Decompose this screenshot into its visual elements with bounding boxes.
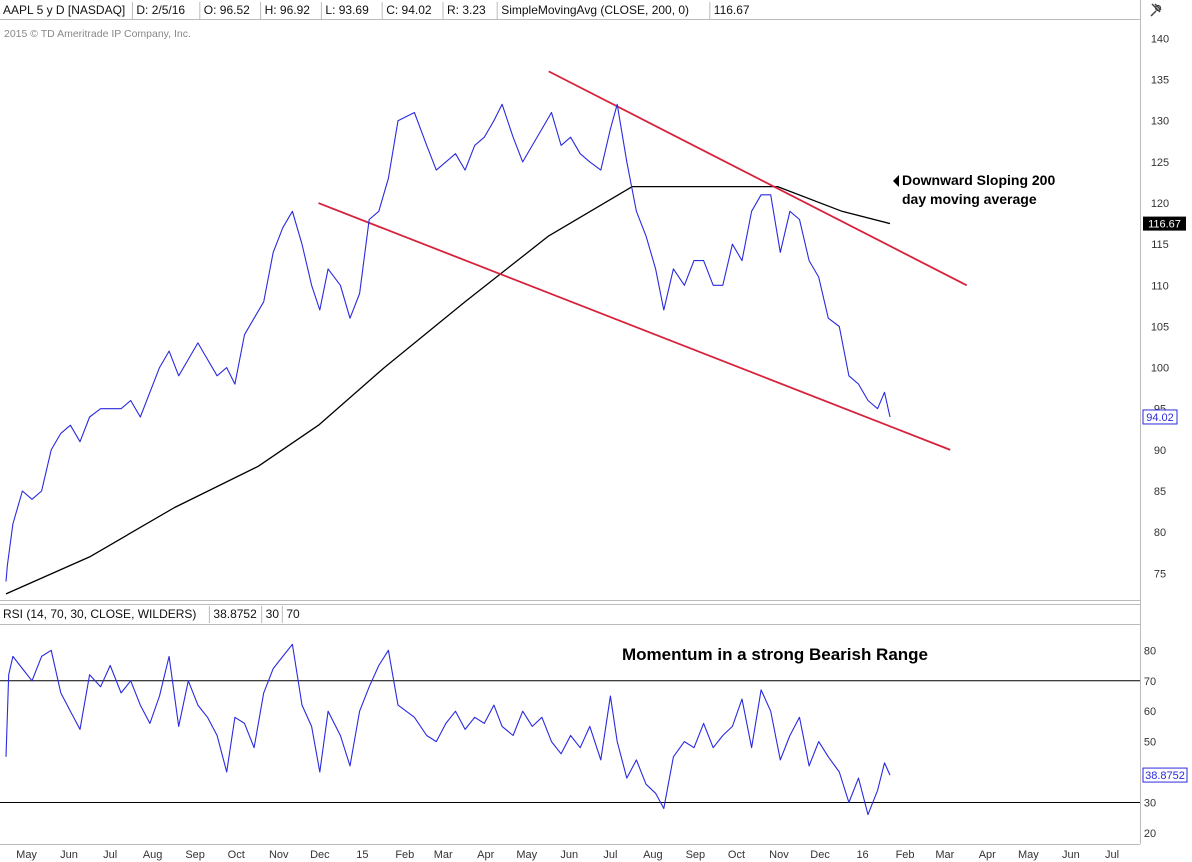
x-tick-label: Oct	[728, 849, 745, 861]
annotation-sma-line2: day moving average	[902, 191, 1037, 207]
x-tick-label: May	[1018, 849, 1039, 861]
header-cell: C: 94.02	[386, 3, 432, 17]
x-tick-label: Jun	[560, 849, 578, 861]
rsi-tick-label: 80	[1144, 645, 1156, 657]
price-tick-label: 130	[1151, 116, 1169, 128]
header-cell: 116.67	[714, 3, 750, 17]
header-cell: R: 3.23	[447, 3, 486, 17]
price-value-label: 94.02	[1146, 412, 1174, 424]
x-tick-label: 16	[856, 849, 868, 861]
rsi-tick-label: 30	[1144, 797, 1156, 809]
x-tick-label: May	[516, 849, 537, 861]
price-line	[5, 103, 891, 582]
header-cell: H: 96.92	[265, 3, 311, 17]
price-tick-label: 80	[1154, 527, 1166, 539]
chart-header: AAPL 5 y D [NASDAQ] D: 2/5/16 O: 96.52 H: 9…	[3, 2, 750, 19]
x-tick-label: Apr	[979, 849, 996, 861]
x-tick-label: Jun	[1062, 849, 1080, 861]
price-tick-label: 90	[1154, 445, 1166, 457]
price-tick-label: 115	[1151, 239, 1169, 251]
x-tick-label: Nov	[269, 849, 289, 861]
rsi-header-cell: RSI (14, 70, 30, CLOSE, WILDERS)	[3, 607, 196, 621]
price-tick-label: 100	[1151, 363, 1169, 375]
header-cell: D: 2/5/16	[136, 3, 185, 17]
annotations: 116.67 94.02 38.8752 Downward Sloping 200 da…	[622, 172, 1188, 783]
x-axis: May Jun Jul Aug Sep Oct Nov Dec 15 Feb Mar Apr May Ju…	[16, 849, 1119, 861]
x-tick-label: Dec	[310, 849, 330, 861]
rsi-line	[5, 643, 891, 816]
price-tick-label: 135	[1151, 75, 1169, 87]
rsi-tick-label: 60	[1144, 706, 1156, 718]
pin-icon[interactable]	[1150, 3, 1162, 17]
rsi-header: RSI (14, 70, 30, CLOSE, WILDERS) 38.8752 3…	[3, 606, 300, 623]
series-layer	[5, 70, 968, 816]
price-y-axis: 7580859095100105110115120125130135140	[1151, 33, 1169, 580]
rsi-header-cell: 30	[266, 607, 280, 621]
x-tick-label: Feb	[896, 849, 915, 861]
header-cell: AAPL 5 y D [NASDAQ]	[3, 3, 125, 17]
x-tick-label: Jul	[103, 849, 117, 861]
price-tick-label: 125	[1151, 157, 1169, 169]
price-tick-label: 85	[1154, 486, 1166, 498]
annotation-arrow-icon	[893, 175, 899, 187]
x-tick-label: Sep	[185, 849, 205, 861]
x-tick-label: Mar	[434, 849, 453, 861]
x-tick-label: Aug	[143, 849, 163, 861]
trend-line	[318, 202, 951, 451]
price-tick-label: 140	[1151, 33, 1169, 45]
x-tick-label: Dec	[810, 849, 830, 861]
sma-value-tag	[1143, 216, 1186, 231]
trend-line	[548, 70, 968, 287]
x-tick-label: Sep	[686, 849, 706, 861]
x-tick-label: Nov	[769, 849, 789, 861]
x-tick-label: Jul	[603, 849, 617, 861]
annotation-sma-line1: Downward Sloping 200	[902, 172, 1055, 188]
sma-200-line	[5, 185, 891, 595]
x-tick-label: 15	[356, 849, 368, 861]
header-cell: L: 93.69	[325, 3, 369, 17]
rsi-value-tag	[1142, 767, 1188, 783]
rsi-tick-label: 50	[1144, 737, 1156, 749]
copyright: 2015 © TD Ameritrade IP Company, Inc.	[4, 28, 191, 40]
x-tick-label: Oct	[228, 849, 245, 861]
price-tick-label: 105	[1151, 321, 1169, 333]
x-tick-label: Mar	[935, 849, 954, 861]
rsi-header-cell: 70	[286, 607, 300, 621]
price-tick-label: 120	[1151, 198, 1169, 210]
x-tick-label: Feb	[395, 849, 414, 861]
rsi-header-cell: 38.8752	[213, 607, 257, 621]
x-tick-label: Jun	[60, 849, 78, 861]
x-tick-label: Jul	[1105, 849, 1119, 861]
price-value-tag	[1142, 409, 1178, 425]
sma-value-label: 116.67	[1148, 219, 1181, 231]
rsi-levels	[0, 680, 1140, 803]
x-tick-label: Aug	[643, 849, 663, 861]
rsi-tick-label: 70	[1144, 676, 1156, 688]
rsi-tick-label: 20	[1144, 828, 1156, 840]
header-cell: O: 96.52	[204, 3, 250, 17]
annotation-rsi: Momentum in a strong Bearish Range	[622, 645, 928, 664]
price-tick-label: 75	[1154, 568, 1166, 580]
header-cell: SimpleMovingAvg (CLOSE, 200, 0)	[501, 3, 689, 17]
x-tick-label: Apr	[477, 849, 494, 861]
rsi-value-label: 38.8752	[1145, 770, 1185, 782]
rsi-y-axis: 20304050607080	[1144, 645, 1156, 840]
x-tick-label: May	[16, 849, 37, 861]
price-tick-label: 110	[1151, 280, 1169, 292]
